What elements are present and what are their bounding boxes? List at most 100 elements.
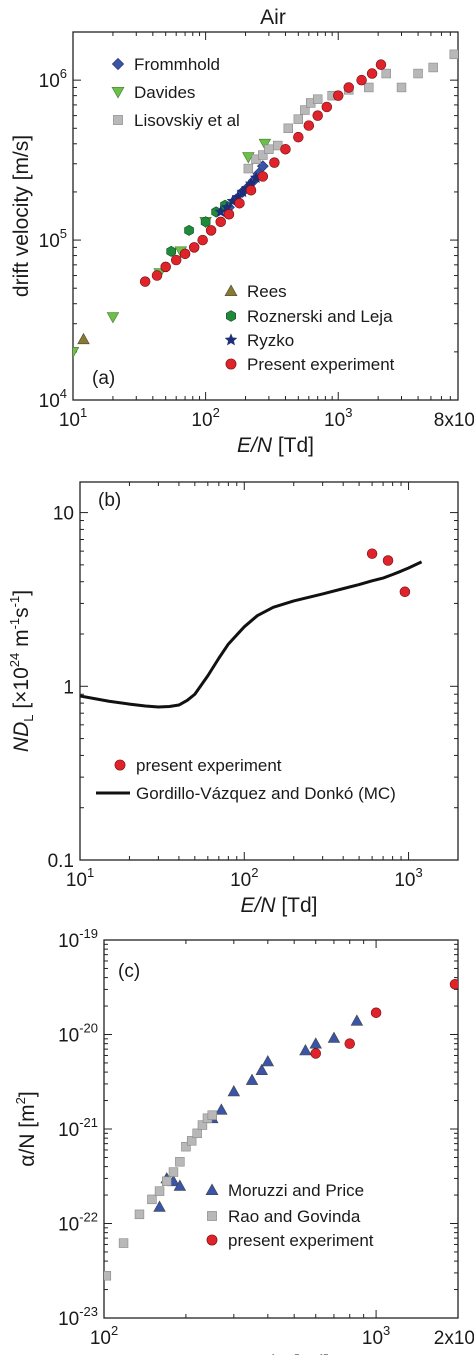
x-tick-label: 101: [66, 865, 94, 891]
y-tick-label-exp: -19: [79, 926, 98, 941]
data-point: [258, 150, 268, 160]
y-tick-label-base: 10: [58, 1120, 79, 1141]
x-tick-label: 102: [90, 1323, 118, 1349]
data-point: [192, 1128, 202, 1139]
data-point: [139, 276, 151, 287]
y-label-exp: 2: [13, 1097, 28, 1104]
legend-marker: [114, 759, 126, 771]
plot-frame: [72, 31, 459, 401]
x-tick-label: 103: [324, 405, 352, 431]
data-point: [197, 234, 208, 246]
x-axis-label-unit: [Td]: [272, 434, 314, 457]
plot-frame: [79, 481, 459, 861]
x-axis-label-var: E/N: [240, 894, 276, 917]
data-point: [168, 1167, 179, 1177]
x-tick-label: 103: [362, 1323, 390, 1349]
data-point: [375, 59, 387, 70]
y-label-rest: [×10: [10, 667, 33, 714]
y-tick-label-base: 10: [39, 231, 60, 252]
panel-label: (b): [98, 490, 121, 511]
x-axis-label: E/N [Td]: [237, 434, 314, 457]
y-axis-label: α/N [m2]: [13, 1091, 39, 1166]
data-point: [147, 1194, 157, 1205]
panel-a: 1011021038x103104105106E/N [Td]drift vel…: [10, 31, 474, 457]
legend-label: present experiment: [136, 756, 282, 775]
y-tick-label-text: 10: [53, 504, 74, 525]
y-label-nd: ND: [10, 722, 33, 752]
data-layer: [80, 548, 423, 709]
series-line: [80, 560, 423, 709]
data-point: [243, 163, 254, 174]
data-point: [309, 1037, 322, 1049]
y-tick-label: 1: [63, 677, 74, 698]
x-tick-label-exp: 3: [383, 1323, 390, 1338]
data-point: [234, 197, 245, 209]
data-point: [170, 254, 182, 266]
data-point: [327, 1031, 341, 1043]
panel-c: 1021032x10310-2310-2210-2110-2010-19E/N …: [13, 926, 474, 1360]
y-tick-label-base: 10: [58, 1215, 79, 1236]
y-label-sub: L: [21, 714, 36, 721]
y-tick-label-exp: 4: [60, 386, 67, 401]
legend-marker: [226, 310, 236, 322]
x-tick-label: 103: [394, 865, 422, 891]
data-point: [356, 74, 367, 86]
x-tick-label-exp: 1: [80, 405, 87, 420]
x-tick-label-exp: 3: [416, 865, 423, 880]
data-point: [151, 270, 163, 281]
legend-label: Present experiment: [247, 355, 395, 374]
y-tick-label-base: 10: [58, 931, 79, 952]
data-point: [160, 261, 171, 273]
y-axis-label: drift velocity [m/s]: [10, 135, 33, 297]
y-label-unit: m: [10, 629, 33, 652]
plot-frame: [103, 939, 459, 1319]
data-point: [118, 1238, 129, 1248]
y-tick-label: 10-22: [58, 1210, 98, 1236]
legend-label: Roznerski and Leja: [247, 307, 393, 326]
data-point: [332, 90, 344, 101]
y-tick-label-exp: -22: [79, 1210, 98, 1225]
y-tick-label: 10: [53, 504, 74, 525]
legend-label: Rao and Govinda: [228, 1207, 361, 1226]
legend-marker: [205, 1183, 219, 1196]
data-point: [312, 94, 323, 104]
data-point: [428, 62, 438, 73]
data-point: [255, 1063, 268, 1075]
data-point: [258, 138, 272, 151]
legend-marker: [224, 284, 238, 297]
x-tick-label-base: 8x10: [434, 410, 474, 431]
x-tick-label: 8x103: [434, 405, 474, 431]
legend-marker: [224, 333, 238, 346]
data-point: [399, 586, 411, 598]
data-point: [303, 120, 315, 131]
x-tick-label-exp: 2: [251, 865, 258, 880]
data-point: [181, 1141, 191, 1152]
legend-label: Davides: [134, 83, 195, 102]
data-point: [73, 346, 80, 359]
data-point: [215, 1103, 228, 1115]
y-tick-label-exp: -21: [79, 1115, 98, 1130]
legend-label: Lisovskiy et al: [134, 111, 240, 130]
data-point: [200, 216, 211, 228]
data-point: [184, 224, 194, 236]
x-tick-label-exp: 2: [213, 405, 220, 420]
x-axis-label-unit: [Td]: [276, 894, 318, 917]
x-tick-label-base: 10: [90, 1328, 111, 1349]
x-tick-label-base: 10: [230, 870, 251, 891]
data-point: [312, 110, 323, 121]
x-tick-label-exp: 1: [87, 865, 94, 880]
data-point: [300, 105, 310, 115]
data-point: [179, 248, 191, 260]
x-tick-label: 102: [230, 865, 258, 891]
legend-marker: [206, 1234, 218, 1246]
data-layer: [73, 49, 458, 359]
x-tick-label-base: 10: [394, 870, 415, 891]
data-point: [161, 1176, 172, 1186]
y-label-unit2: s: [10, 607, 33, 618]
data-point: [381, 68, 391, 79]
data-point: [310, 1048, 321, 1059]
data-point: [293, 114, 304, 124]
y-tick-label-text: 1: [63, 677, 74, 698]
data-point: [207, 1110, 217, 1120]
